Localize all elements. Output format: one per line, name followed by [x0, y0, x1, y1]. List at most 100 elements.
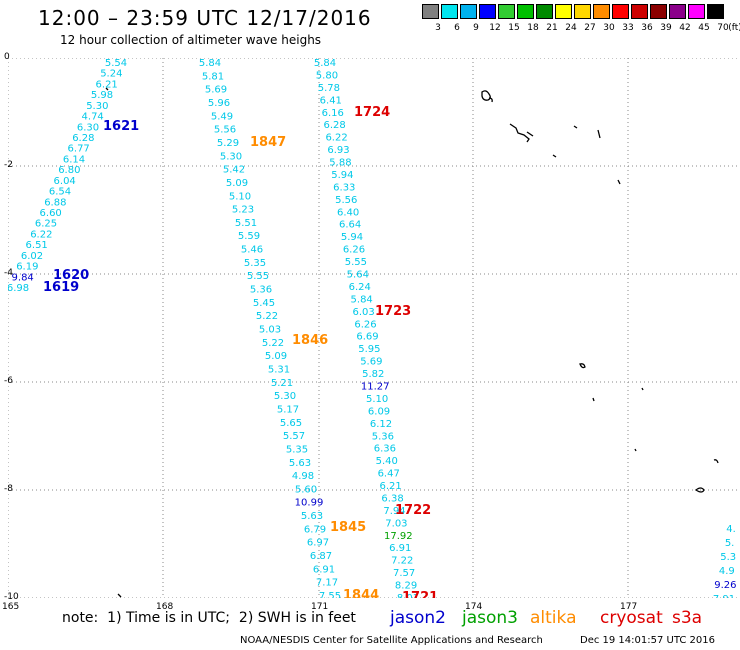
- pass-time-label: 1619: [43, 280, 79, 295]
- wave-height-value: 6.79: [304, 524, 326, 535]
- map-title: 12:00 – 23:59 UTC 12/17/2016: [38, 6, 372, 30]
- wave-height-value: 6.98: [8, 283, 29, 294]
- y-tick-1: -2: [4, 160, 13, 170]
- wave-height-value: 5.31: [268, 364, 290, 375]
- wave-height-value: 5.94: [331, 170, 353, 181]
- wave-height-value: 6.36: [374, 444, 396, 455]
- wave-height-value: 6.16: [322, 108, 344, 119]
- wave-height-value: 17.92: [384, 531, 413, 542]
- wave-height-value: 10.99: [295, 498, 324, 509]
- legend-swatch: [650, 4, 667, 19]
- wave-height-value: 5.45: [253, 298, 275, 309]
- wave-height-value: 5.30: [86, 101, 108, 112]
- wave-height-value: 6.88: [44, 197, 66, 208]
- wave-height-value: 7.03: [385, 518, 407, 529]
- legend-label: 45: [698, 23, 710, 33]
- wave-height-value: 6.40: [337, 207, 359, 218]
- wave-height-value: 5.23: [232, 205, 254, 216]
- wave-height-value: 6.60: [40, 208, 62, 219]
- altimeter-tracks: 5.545.246.215.985.304.746.306.286.776.14…: [8, 58, 737, 598]
- wave-height-value: 5.98: [91, 90, 113, 101]
- mission-jason3: jason3: [462, 608, 518, 628]
- wave-height-value: 5.10: [366, 394, 388, 405]
- legend-unit: (ft): [728, 23, 740, 33]
- wave-height-value: 5.40: [376, 456, 398, 467]
- x-tick-1: 168: [156, 602, 174, 612]
- wave-height-value: 5.35: [286, 444, 308, 455]
- wave-height-value: 6.28: [72, 133, 94, 144]
- wave-height-value: 6.19: [16, 262, 38, 273]
- wave-height-value: 6.04: [54, 176, 76, 187]
- legend-swatch: [536, 4, 553, 19]
- wave-height-value: 6.25: [35, 219, 57, 230]
- wave-height-value: 5.: [725, 538, 735, 549]
- wave-height-value: 6.97: [307, 538, 329, 549]
- legend-swatch: [498, 4, 515, 19]
- wave-height-value: 6.93: [327, 145, 349, 156]
- wave-height-value: 4.9: [719, 566, 735, 577]
- wave-height-value: 5.95: [358, 344, 380, 355]
- legend-label: 15: [508, 23, 520, 33]
- wave-height-value: 6.64: [339, 220, 361, 231]
- wave-height-value: 9.84: [12, 272, 34, 283]
- pass-time-label: 1845: [330, 520, 366, 535]
- wave-height-value: 6.03: [352, 307, 374, 318]
- mission-cryosat: cryosat: [600, 608, 663, 628]
- legend-label: 21: [546, 23, 558, 33]
- wave-height-value: 5.51: [235, 218, 257, 229]
- wave-height-value: 5.84: [351, 294, 373, 305]
- wave-height-value: 5.21: [271, 378, 293, 389]
- wave-height-value: 6.77: [68, 144, 90, 155]
- legend-swatch: [669, 4, 686, 19]
- wave-height-value: 6.33: [333, 182, 355, 193]
- wave-height-value: 7.57: [393, 568, 415, 579]
- wave-height-value: 5.65: [280, 418, 302, 429]
- wave-height-value: 5.59: [238, 231, 260, 242]
- wave-height-value: 6.24: [349, 282, 371, 293]
- wave-height-value: 6.69: [356, 332, 378, 343]
- y-tick-4: -8: [4, 484, 13, 494]
- wave-height-value: 5.82: [362, 369, 384, 380]
- wave-height-value: 4.: [726, 524, 736, 535]
- legend-swatch: [631, 4, 648, 19]
- wave-height-value: 6.21: [379, 481, 401, 492]
- pass-time-label: 1844: [343, 588, 379, 598]
- wave-height-value: 5.69: [360, 357, 382, 368]
- x-tick-3: 174: [465, 602, 483, 612]
- wave-height-value: 5.36: [250, 285, 272, 296]
- wave-height-value: 5.84: [199, 58, 221, 69]
- legend-label: 42: [679, 23, 691, 33]
- y-tick-3: -6: [4, 376, 13, 386]
- wave-height-value: 5.36: [372, 431, 394, 442]
- y-tick-5: -10: [4, 592, 19, 602]
- legend-swatch: [574, 4, 591, 19]
- wave-height-value: 6.87: [310, 551, 332, 562]
- wave-height-value: 5.09: [226, 178, 248, 189]
- legend-swatch: [555, 4, 572, 19]
- pass-time-label: 1724: [354, 105, 390, 120]
- wave-height-value: 9.26: [714, 580, 736, 591]
- wave-height-value: 7.94: [383, 506, 405, 517]
- wave-height-value: 5.64: [347, 270, 369, 281]
- wave-height-value: 7.22: [391, 556, 413, 567]
- wave-height-value: 5.56: [214, 125, 236, 136]
- wave-height-value: 6.30: [77, 122, 99, 133]
- wave-height-value: 5.49: [211, 111, 233, 122]
- wave-height-value: 8.01: [397, 593, 419, 598]
- legend-swatch: [441, 4, 458, 19]
- wave-height-value: 6.26: [343, 245, 365, 256]
- pass-time-label: 1847: [250, 135, 286, 150]
- wave-height-value: 7.17: [316, 578, 338, 589]
- wave-height-value: 5.22: [262, 338, 284, 349]
- legend-swatch: [707, 4, 724, 19]
- wave-height-value: 6.91: [389, 543, 411, 554]
- x-tick-2: 171: [311, 602, 329, 612]
- wave-height-value: 5.46: [241, 245, 263, 256]
- wave-height-value: 6.54: [49, 187, 71, 198]
- mission-altika: altika: [530, 608, 577, 628]
- wave-height-value: 6.28: [324, 120, 346, 131]
- wave-height-value: 6.22: [325, 133, 347, 144]
- map-subtitle: 12 hour collection of altimeter wave hei…: [60, 33, 322, 47]
- wave-height-value: 5.96: [208, 98, 230, 109]
- wave-height-value: 6.12: [370, 419, 392, 430]
